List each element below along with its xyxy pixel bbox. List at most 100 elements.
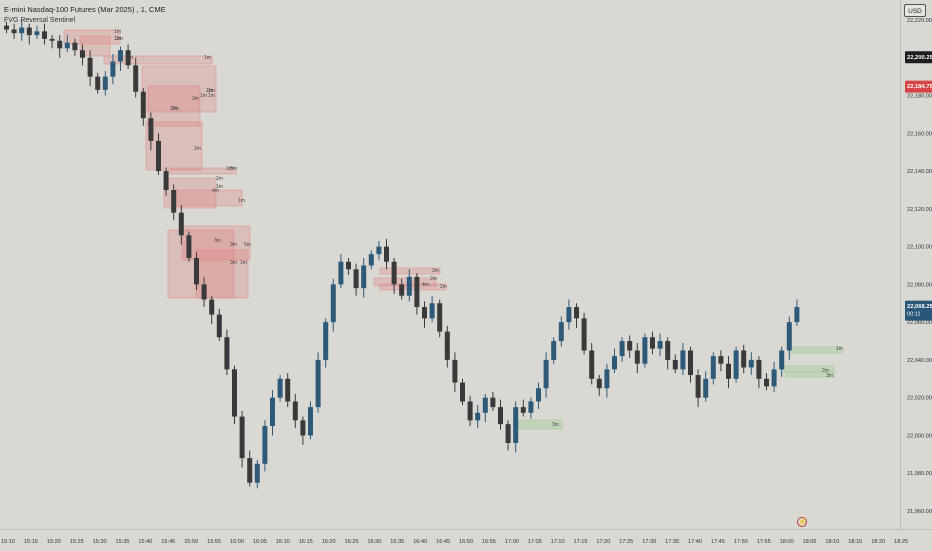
- fvg-label: 1m: [238, 198, 245, 204]
- price-axis[interactable]: 22,220.0022,200.0022,180.0022,160.0022,1…: [900, 0, 932, 529]
- candle: [64, 42, 70, 49]
- sell-price-label-box: [905, 80, 932, 93]
- candle: [429, 303, 435, 319]
- bear-fvg-zone: [379, 283, 447, 291]
- fvg-label: 2m: [208, 88, 215, 94]
- candle: [163, 171, 169, 190]
- x-tick-label: 15:25: [70, 539, 84, 545]
- x-tick-label: 16:30: [367, 539, 381, 545]
- candle: [665, 341, 671, 360]
- fvg-label: 2m: [440, 284, 447, 290]
- x-tick-label: 16:10: [276, 539, 290, 545]
- fvg-label: 2m: [170, 106, 177, 112]
- candle: [315, 359, 321, 408]
- candle: [642, 337, 648, 364]
- bear-fvg-zone: [169, 167, 237, 175]
- x-tick-label: 16:55: [482, 539, 496, 545]
- candle: [756, 359, 762, 379]
- candle: [216, 314, 222, 338]
- fvg-label: 3m: [192, 96, 199, 102]
- y-tick-label: 22,000.00: [907, 433, 932, 439]
- candle: [764, 378, 769, 387]
- candle: [414, 276, 420, 308]
- candle: [490, 397, 496, 408]
- fvg-label: 3m: [432, 268, 439, 274]
- bear-fvg-zone: [63, 29, 121, 45]
- fvg-label: 2m: [822, 368, 829, 374]
- fvg-label: 1m: [240, 260, 247, 266]
- candle: [528, 401, 534, 413]
- candle: [688, 350, 693, 376]
- chart-area[interactable]: 1m 1m 5m 1m 2m 1m 3m 2m 2m 3m 2m 4m 1m 3m 3m 5m 3m 1m 3m 2m…: [0, 0, 900, 529]
- candle: [680, 350, 686, 370]
- currency-button[interactable]: USD: [904, 4, 926, 17]
- candle: [80, 50, 85, 58]
- x-tick-label: 18:25: [894, 539, 908, 545]
- candle: [42, 31, 47, 39]
- x-tick-label: 17:00: [505, 539, 519, 545]
- fvg-label: 2m: [172, 106, 179, 112]
- candle: [232, 369, 237, 417]
- x-tick-label: 17:40: [688, 539, 702, 545]
- candle: [102, 76, 108, 90]
- candle: [361, 265, 367, 289]
- y-tick-label: 22,060.00: [907, 320, 932, 326]
- fvg-label: 5m: [126, 55, 133, 61]
- candle: [49, 38, 55, 41]
- time-axis[interactable]: 15:10 15:15 15:20 15:25 15:30 15:35 15:40 15:45…: [0, 529, 932, 550]
- x-tick-label: 17:05: [528, 539, 542, 545]
- fvg-label: 1m: [216, 184, 223, 190]
- x-tick-label: 16:15: [299, 539, 313, 545]
- y-tick-label: 22,020.00: [907, 396, 932, 402]
- y-tick-label: 22,100.00: [907, 245, 932, 251]
- candle: [224, 337, 230, 370]
- candle: [34, 31, 40, 36]
- candle: [406, 276, 412, 296]
- x-tick-label: 15:10: [1, 539, 15, 545]
- candle: [703, 378, 709, 398]
- x-tick-label: 17:10: [551, 539, 565, 545]
- candle: [498, 407, 503, 425]
- x-tick-label: 18:00: [780, 539, 794, 545]
- candle: [558, 322, 564, 342]
- fvg-label: 3m: [552, 422, 559, 428]
- candle: [118, 50, 123, 62]
- indicator-label[interactable]: FVG Reversal Sentinel: [4, 17, 76, 24]
- x-tick-label: 17:15: [574, 539, 588, 545]
- x-tick-label: 17:55: [757, 539, 771, 545]
- x-tick-label: 17:25: [619, 539, 633, 545]
- candle: [422, 307, 427, 319]
- candle: [566, 307, 572, 323]
- last-price-label-box: [905, 51, 932, 64]
- bear-fvg-zone: [145, 121, 203, 171]
- x-tick-label: 16:40: [413, 539, 427, 545]
- x-tick-label: 15:30: [93, 539, 107, 545]
- candle: [619, 341, 625, 357]
- lightning-icon[interactable]: ⚡: [797, 517, 807, 527]
- candle: [270, 397, 275, 427]
- fvg-label: 3m: [826, 373, 833, 379]
- candle: [581, 318, 587, 351]
- candle: [786, 322, 792, 351]
- fvg-label: 1m: [204, 55, 211, 61]
- candle: [452, 359, 458, 383]
- candle: [338, 261, 344, 285]
- candle: [156, 140, 161, 172]
- candle: [292, 401, 298, 421]
- candle: [437, 303, 443, 332]
- candle: [194, 257, 199, 285]
- candle: [247, 458, 253, 483]
- candle: [285, 378, 291, 402]
- y-tick-label: 22,160.00: [907, 131, 932, 137]
- candle: [87, 57, 93, 77]
- y-tick-label: 22,120.00: [907, 207, 932, 213]
- candle: [330, 284, 336, 323]
- y-tick-label: 22,080.00: [907, 282, 932, 288]
- candle: [239, 416, 245, 459]
- candle: [604, 369, 610, 389]
- bear-fvg-zone: [167, 229, 235, 299]
- candle: [543, 359, 549, 389]
- candle: [353, 269, 359, 289]
- bull-fvg-zone: [785, 371, 835, 378]
